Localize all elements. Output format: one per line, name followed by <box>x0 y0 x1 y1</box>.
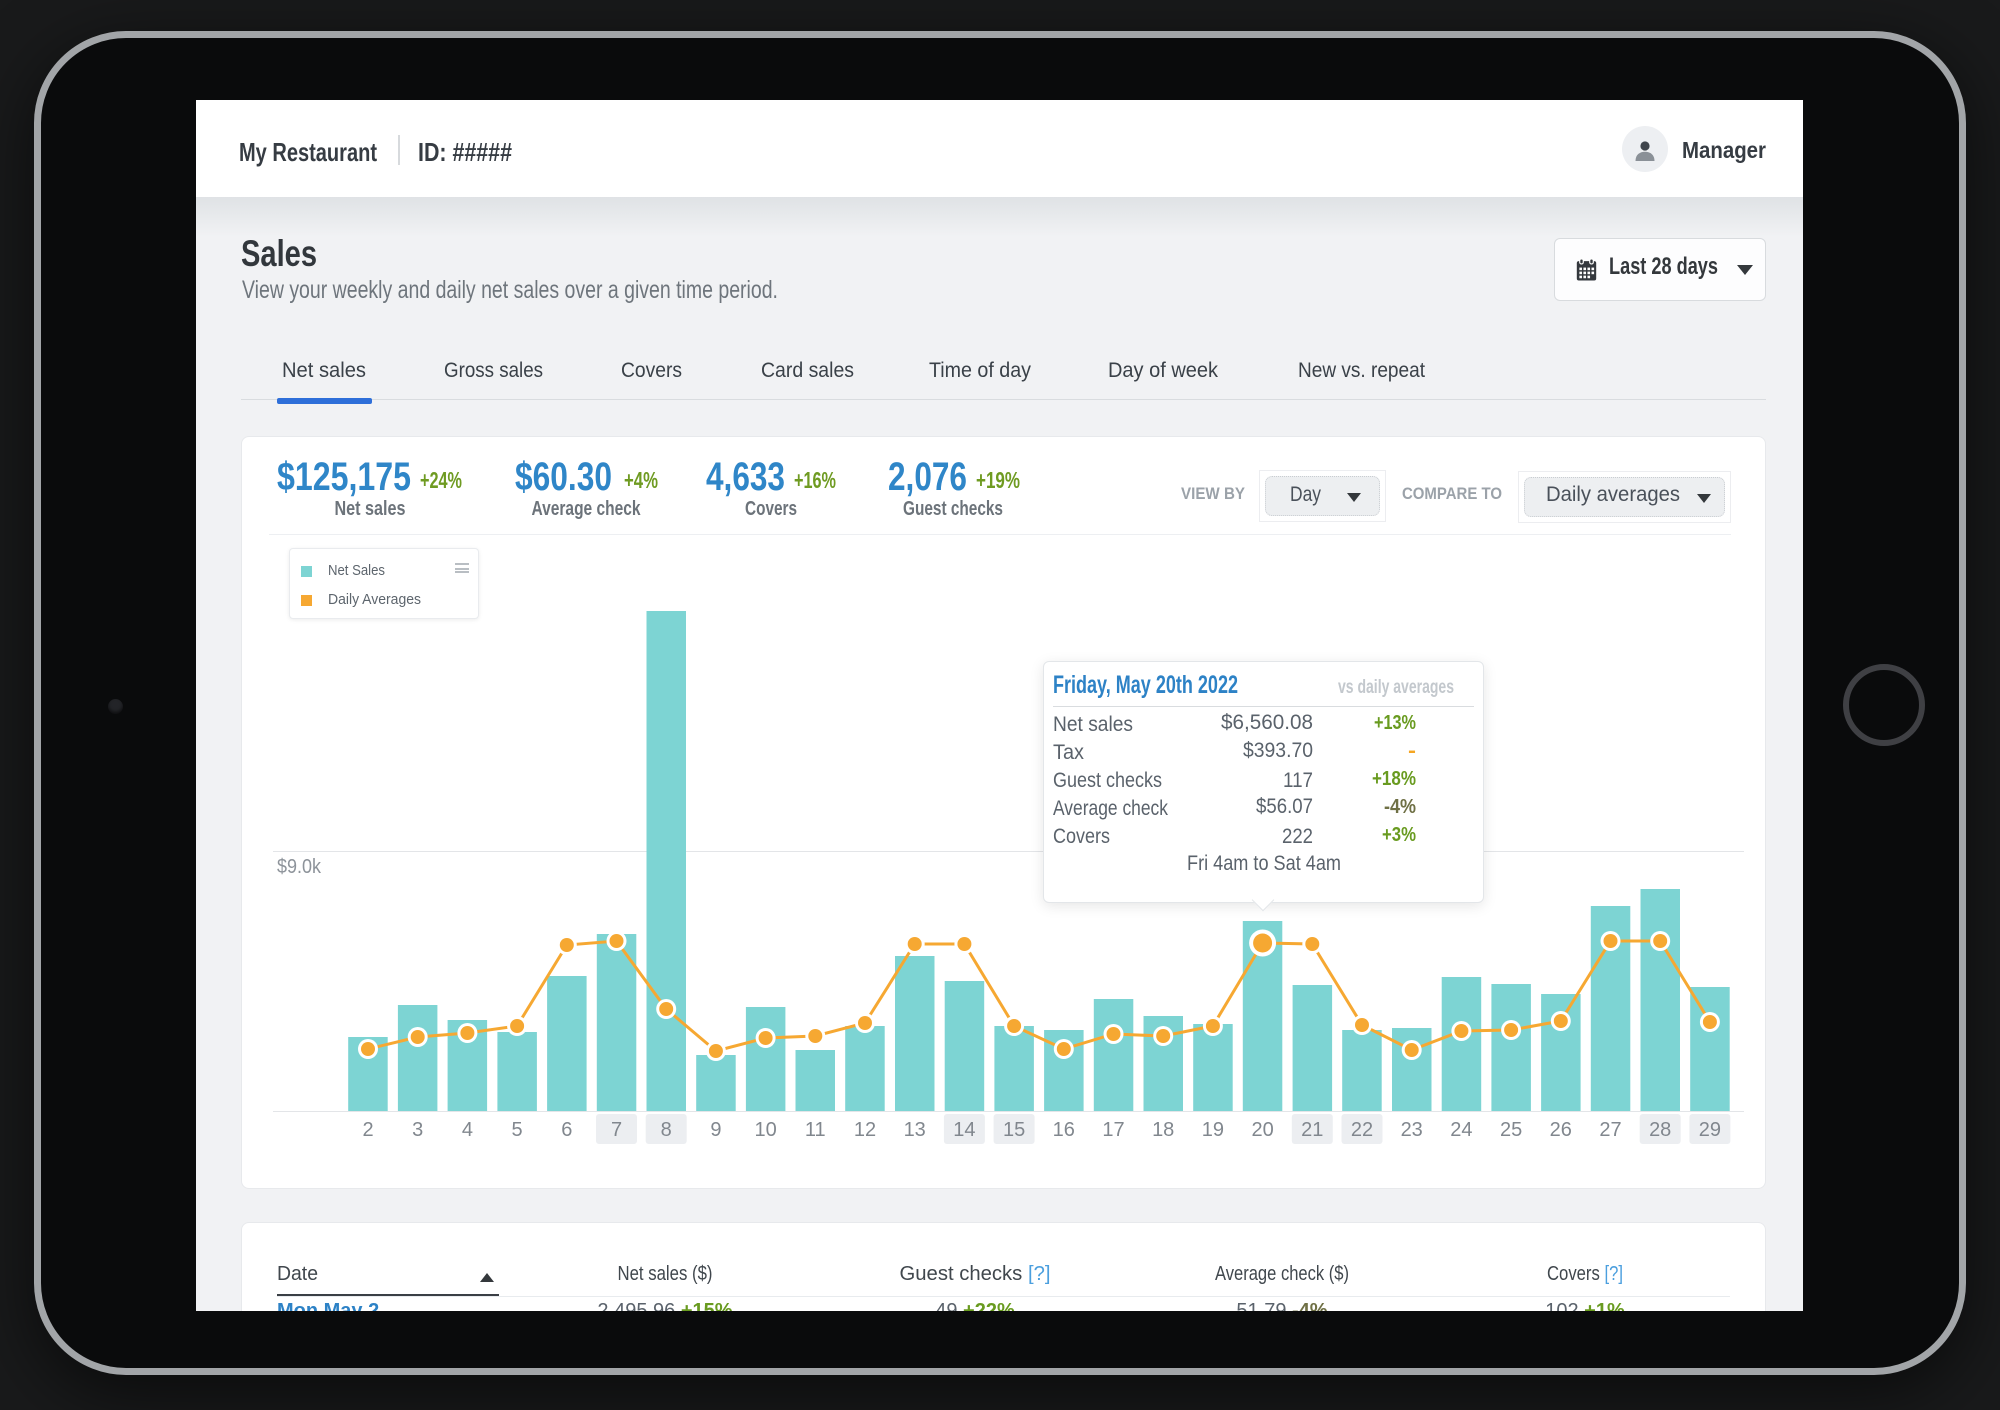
svg-text:16: 16 <box>1053 1119 1075 1141</box>
svg-text:17: 17 <box>1102 1119 1124 1141</box>
svg-text:15: 15 <box>1003 1119 1025 1141</box>
svg-text:2: 2 <box>362 1119 373 1141</box>
svg-text:25: 25 <box>1500 1119 1522 1141</box>
svg-text:21: 21 <box>1301 1119 1323 1141</box>
svg-text:28: 28 <box>1649 1119 1671 1141</box>
svg-text:23: 23 <box>1401 1119 1423 1141</box>
svg-text:19: 19 <box>1202 1119 1224 1141</box>
svg-text:5: 5 <box>512 1119 523 1141</box>
svg-text:18: 18 <box>1152 1119 1174 1141</box>
svg-text:22: 22 <box>1351 1119 1373 1141</box>
svg-text:20: 20 <box>1251 1119 1273 1141</box>
svg-text:9: 9 <box>710 1119 721 1141</box>
svg-text:26: 26 <box>1550 1119 1572 1141</box>
svg-text:8: 8 <box>661 1119 672 1141</box>
svg-text:12: 12 <box>854 1119 876 1141</box>
svg-text:27: 27 <box>1599 1119 1621 1141</box>
svg-text:29: 29 <box>1699 1119 1721 1141</box>
svg-text:13: 13 <box>904 1119 926 1141</box>
svg-text:4: 4 <box>462 1119 473 1141</box>
svg-text:24: 24 <box>1450 1119 1472 1141</box>
svg-text:6: 6 <box>561 1119 572 1141</box>
svg-text:3: 3 <box>412 1119 423 1141</box>
svg-text:10: 10 <box>754 1119 776 1141</box>
svg-text:11: 11 <box>805 1119 826 1141</box>
svg-text:7: 7 <box>611 1119 622 1141</box>
svg-text:14: 14 <box>953 1119 975 1141</box>
